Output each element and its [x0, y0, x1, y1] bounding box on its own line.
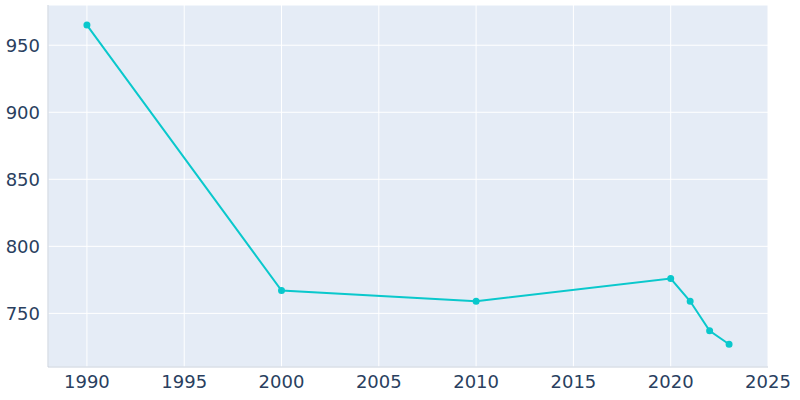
- svg-text:2005: 2005: [356, 371, 402, 392]
- svg-text:2025: 2025: [745, 371, 791, 392]
- svg-text:950: 950: [8, 35, 40, 56]
- svg-text:850: 850: [8, 169, 40, 190]
- svg-text:1995: 1995: [161, 371, 207, 392]
- svg-text:1990: 1990: [64, 371, 110, 392]
- svg-text:800: 800: [8, 236, 40, 257]
- svg-text:2020: 2020: [648, 371, 694, 392]
- svg-text:750: 750: [8, 303, 40, 324]
- svg-text:2010: 2010: [453, 371, 499, 392]
- svg-text:2000: 2000: [259, 371, 305, 392]
- svg-text:2015: 2015: [550, 371, 596, 392]
- svg-text:900: 900: [8, 102, 40, 123]
